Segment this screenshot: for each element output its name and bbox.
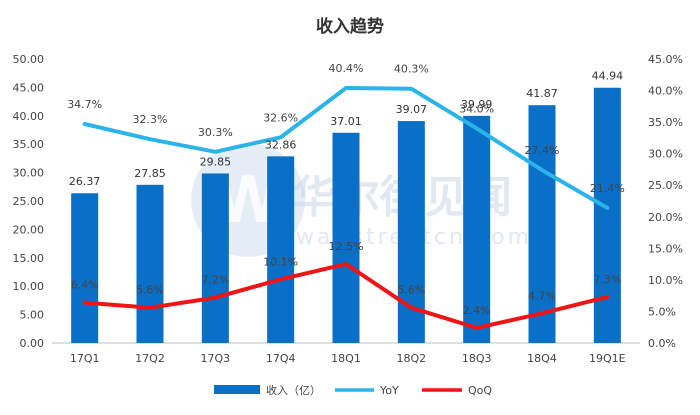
legend-swatch-revenue	[214, 385, 260, 394]
qoq-value-label: 5.6%	[397, 284, 425, 297]
bar-series	[71, 87, 621, 343]
x-tick-label: 17Q4	[266, 352, 296, 365]
bar-value-label: 39.99	[461, 98, 493, 111]
bar	[136, 184, 164, 343]
y-right-tick-label: 20.0%	[648, 211, 683, 224]
legend-label-qoq: QoQ	[468, 384, 492, 397]
qoq-value-label: 2.4%	[463, 304, 491, 317]
bar	[267, 156, 295, 343]
legend-label-yoy: YoY	[379, 384, 399, 397]
yoy-value-label: 40.3%	[394, 63, 429, 76]
qoq-value-label: 4.7%	[528, 289, 556, 302]
chart-title: 收入趋势	[316, 16, 384, 37]
x-tick-label: 18Q1	[331, 352, 361, 365]
data-labels: 26.37 27.85 29.85 32.86 37.01 39.07 39.99 41.87…	[67, 62, 625, 317]
qoq-value-label: 10.1%	[263, 255, 298, 268]
qoq-value-label: 7.3%	[593, 273, 621, 286]
y-left-tick-label: 35.00	[13, 138, 45, 151]
y-left-tick-label: 30.00	[13, 167, 45, 180]
bar	[71, 193, 99, 343]
y-right-tick-label: 30.0%	[648, 148, 683, 161]
bar-value-label: 32.86	[265, 138, 297, 151]
y-left-tick-label: 45.00	[13, 81, 45, 94]
bar	[332, 132, 360, 343]
y-left-tick-label: 10.00	[13, 280, 45, 293]
yoy-value-label: 27.4%	[525, 144, 560, 157]
qoq-value-label: 12.5%	[329, 240, 364, 253]
qoq-value-label: 7.2%	[201, 274, 229, 287]
bar	[463, 115, 491, 343]
y-left-tick-label: 40.00	[13, 110, 45, 123]
x-tick-label: 17Q2	[135, 352, 165, 365]
bar-value-label: 41.87	[526, 87, 558, 100]
y-left-tick-label: 25.00	[13, 195, 45, 208]
x-tick-label: 17Q1	[70, 352, 100, 365]
yoy-value-label: 21.4%	[590, 182, 625, 195]
yoy-value-label: 32.6%	[263, 111, 298, 124]
y-left-tick-label: 0.00	[20, 337, 45, 350]
yoy-value-label: 34.7%	[67, 98, 102, 111]
y-right-tick-label: 25.0%	[648, 179, 683, 192]
bar-value-label: 29.85	[200, 155, 232, 168]
y-left-tick-label: 50.00	[13, 53, 45, 66]
y-right-tick-label: 35.0%	[648, 116, 683, 129]
x-tick-label: 18Q4	[527, 352, 557, 365]
y-right-tick-label: 10.0%	[648, 274, 683, 287]
legend-label-revenue: 收入（亿）	[266, 383, 321, 397]
x-tick-label: 19Q1E	[589, 352, 626, 365]
yoy-value-label: 34.0%	[459, 102, 494, 115]
qoq-value-label: 6.4%	[71, 279, 99, 292]
bar-value-label: 26.37	[69, 175, 101, 188]
x-tick-label: 17Q3	[201, 352, 231, 365]
bar-value-label: 27.85	[134, 167, 166, 180]
bar	[528, 105, 556, 343]
x-tick-label: 18Q3	[462, 352, 492, 365]
bar-value-label: 39.07	[396, 103, 428, 116]
legend: 收入（亿） YoY QoQ	[214, 383, 492, 397]
y-right-tick-label: 0.0%	[648, 337, 676, 350]
y-right-tick-label: 15.0%	[648, 242, 683, 255]
y-right-tick-label: 5.0%	[648, 305, 676, 318]
yoy-value-label: 40.4%	[329, 62, 364, 75]
bar	[593, 87, 621, 343]
y-right-tick-label: 40.0%	[648, 85, 683, 98]
y-left-tick-label: 5.00	[20, 309, 45, 322]
x-tick-label: 18Q2	[397, 352, 427, 365]
bar	[201, 173, 229, 343]
y-right-tick-label: 45.0%	[648, 53, 683, 66]
line-series	[82, 86, 610, 330]
bar-value-label: 44.94	[592, 70, 624, 83]
yoy-value-label: 32.3%	[133, 113, 168, 126]
yoy-value-label: 30.3%	[198, 126, 233, 139]
qoq-value-label: 5.6%	[136, 284, 164, 297]
y-left-tick-label: 15.00	[13, 252, 45, 265]
bar-value-label: 37.01	[330, 115, 362, 128]
y-left-tick-label: 20.00	[13, 223, 45, 236]
